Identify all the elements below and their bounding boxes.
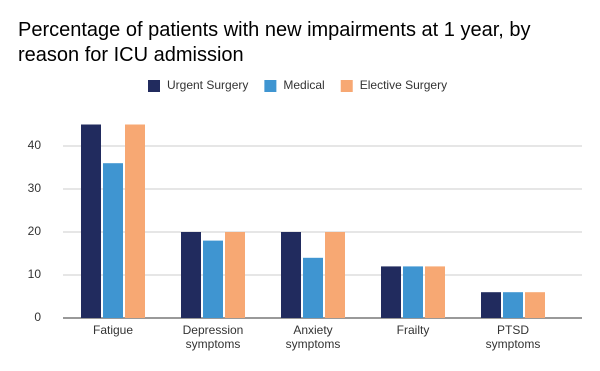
bar xyxy=(425,266,445,318)
legend-swatch xyxy=(264,80,277,92)
bar xyxy=(181,232,201,318)
x-tick-label: Frailty xyxy=(397,323,430,337)
legend-label: Elective Surgery xyxy=(360,78,447,92)
x-tick-label: Anxiety symptoms xyxy=(286,323,341,351)
bar xyxy=(281,232,301,318)
bar xyxy=(81,124,101,318)
bar xyxy=(381,266,401,318)
x-tick-label: Fatigue xyxy=(93,323,133,337)
legend-swatch xyxy=(148,80,160,92)
y-tick-label: 30 xyxy=(28,181,42,195)
x-tick-label: Depression symptoms xyxy=(183,323,244,351)
legend-label: Urgent Surgery xyxy=(167,78,248,92)
y-tick-label: 0 xyxy=(34,310,41,324)
bar xyxy=(525,292,545,318)
y-tick-label: 20 xyxy=(28,224,42,238)
bar xyxy=(225,232,245,318)
bar xyxy=(481,292,501,318)
bar xyxy=(403,266,423,318)
bar xyxy=(125,124,145,318)
bar xyxy=(325,232,345,318)
bar xyxy=(203,240,223,318)
chart-title: Percentage of patients with new impairme… xyxy=(18,19,531,66)
legend-label: Medical xyxy=(283,78,324,92)
y-tick-label: 10 xyxy=(28,267,42,281)
bar xyxy=(103,163,123,318)
y-tick-label: 40 xyxy=(28,138,42,152)
bar xyxy=(303,257,323,318)
bar xyxy=(503,292,523,318)
legend-swatch xyxy=(340,80,353,92)
x-tick-label: PTSD symptoms xyxy=(486,323,541,351)
